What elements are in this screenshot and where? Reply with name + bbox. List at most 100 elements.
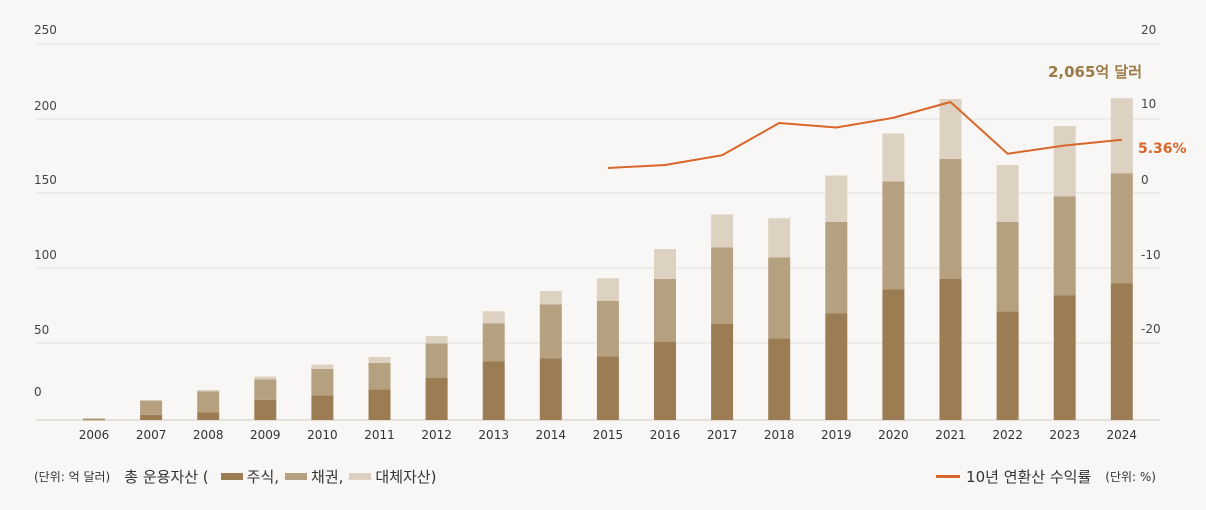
bar-segment-alternatives (539, 291, 562, 305)
bar-segment-bonds (1053, 196, 1076, 296)
bonds-label: 채권, (311, 467, 344, 486)
x-tick-label: 2010 (307, 428, 338, 442)
bar-segment-bonds (654, 279, 676, 342)
bar-segment-alternatives (768, 218, 791, 258)
bar-segment-bonds (825, 222, 848, 314)
bar-segment-stocks (482, 361, 505, 420)
legend-assets: (단위: 억 달러) 총 운용자산 ( 주식, 채권, 대체자산) (34, 464, 436, 488)
x-tick-label: 2016 (650, 428, 681, 442)
left-tick-label: 200 (34, 99, 57, 113)
x-tick-label: 2021 (935, 428, 966, 442)
bar-segment-stocks (1053, 295, 1076, 420)
return-line-label: 10년 연환산 수익률 (966, 467, 1092, 486)
bar-segment-stocks (825, 313, 848, 420)
bar-segment-stocks (425, 378, 448, 420)
bar-segment-alternatives (882, 133, 905, 182)
legend-return: 10년 연환산 수익률 (단위: %) (936, 464, 1156, 488)
bar-segment-bonds (768, 257, 791, 339)
bar-segment-alternatives (939, 99, 962, 159)
x-tick-label: 2013 (478, 428, 509, 442)
bar-segment-alternatives (311, 364, 334, 369)
return-line (607, 101, 1122, 169)
bar-segment-alternatives (825, 175, 848, 222)
left-tick-label: 50 (34, 323, 49, 337)
right-axis-ticks: 20 10 0 -10 -20 (1141, 23, 1161, 336)
bar-segment-stocks (768, 338, 791, 420)
unit-label-left: (단위: 억 달러) (34, 469, 111, 484)
bar-segment-bonds (83, 418, 105, 420)
left-tick-label: 150 (34, 173, 57, 187)
x-tick-label: 2006 (79, 428, 110, 442)
bar-segment-stocks (140, 414, 163, 420)
right-tick-label: -10 (1141, 248, 1161, 262)
x-tick-label: 2014 (536, 428, 567, 442)
return-line-series (607, 101, 1122, 169)
bar-segment-bonds (140, 400, 163, 415)
right-tick-label: 10 (1141, 97, 1156, 111)
x-tick-label: 2017 (707, 428, 738, 442)
x-tick-label: 2020 (878, 428, 909, 442)
bar-segment-stocks (939, 279, 962, 420)
left-axis-ticks: 250 200 150 100 50 0 (34, 23, 57, 399)
bar-segment-stocks (654, 342, 676, 420)
x-tick-label: 2007 (136, 428, 167, 442)
x-tick-label: 2015 (593, 428, 624, 442)
last-total-annotation: 2,065억 달러 (1048, 63, 1142, 81)
bar-segment-stocks (254, 399, 277, 420)
x-tick-label: 2019 (821, 428, 852, 442)
x-tick-label: 2022 (992, 428, 1023, 442)
bar-segment-alternatives (996, 165, 1019, 222)
bar-segment-alternatives (482, 311, 505, 324)
bar-segment-stocks (311, 395, 334, 420)
bar-segment-stocks (83, 419, 105, 421)
unit-label-right: (단위: %) (1105, 469, 1156, 484)
last-return-annotation: 5.36% (1138, 141, 1187, 157)
bar-segment-bonds (996, 222, 1019, 312)
bar-segment-bonds (311, 369, 334, 396)
bar-series (83, 98, 1133, 421)
bar-segment-alternatives (711, 214, 734, 248)
bonds-swatch (285, 472, 308, 480)
bar-segment-bonds (197, 391, 220, 413)
x-tick-label: 2018 (764, 428, 795, 442)
bar-segment-alternatives (654, 249, 676, 279)
bar-segment-bonds (939, 159, 962, 279)
stocks-swatch (220, 472, 243, 480)
return-line-swatch (936, 474, 961, 478)
bar-segment-bonds (539, 304, 562, 359)
bar-segment-stocks (539, 358, 562, 420)
bar-segment-stocks (197, 412, 220, 420)
bar-segment-alternatives (197, 390, 220, 392)
bar-segment-alternatives (368, 357, 391, 363)
x-tick-label: 2009 (250, 428, 281, 442)
right-tick-label: 0 (1141, 173, 1149, 187)
bar-segment-bonds (596, 300, 619, 357)
x-tick-label: 2011 (364, 428, 395, 442)
bar-segment-stocks (1110, 283, 1133, 420)
alternatives-label: 대체자산) (375, 467, 437, 486)
bar-segment-bonds (368, 363, 391, 390)
bar-segment-stocks (596, 356, 619, 420)
left-tick-label: 0 (34, 385, 42, 399)
right-tick-label: -20 (1141, 322, 1161, 336)
right-tick-label: 20 (1141, 23, 1156, 37)
bar-segment-alternatives (425, 336, 448, 344)
bar-segment-bonds (882, 181, 905, 290)
bar-segment-bonds (711, 247, 734, 324)
bar-segment-alternatives (1053, 126, 1076, 197)
bar-segment-stocks (996, 311, 1019, 420)
x-tick-label: 2012 (421, 428, 452, 442)
x-tick-label: 2023 (1049, 428, 1080, 442)
bar-segment-stocks (882, 289, 905, 420)
x-tick-label: 2024 (1107, 428, 1138, 442)
left-tick-label: 250 (34, 23, 57, 37)
bar-segment-bonds (425, 343, 448, 378)
bar-segment-alternatives (254, 376, 277, 380)
bar-segment-bonds (254, 379, 277, 400)
bar-segment-alternatives (1110, 98, 1133, 174)
x-tick-label: 2008 (193, 428, 224, 442)
bar-segment-stocks (711, 324, 734, 420)
alternatives-swatch (349, 472, 372, 480)
bar-segment-alternatives (596, 278, 619, 301)
